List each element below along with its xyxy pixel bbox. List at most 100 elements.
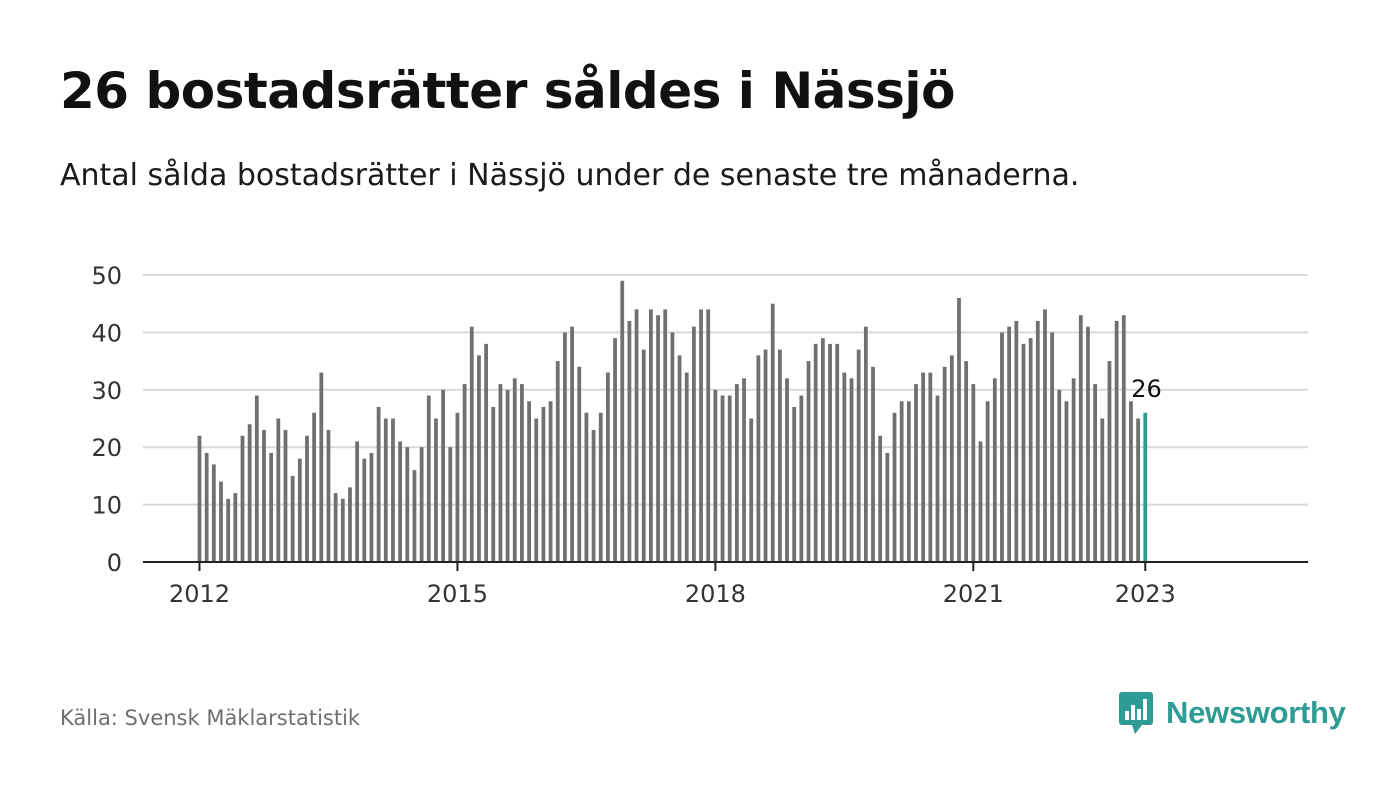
bar <box>290 475 295 562</box>
y-axis-ticks: 0 10 20 30 40 50 <box>91 262 122 577</box>
bar <box>1121 315 1126 562</box>
bar <box>1064 401 1069 562</box>
bar <box>670 332 675 562</box>
bar <box>469 326 474 562</box>
bar <box>656 315 660 562</box>
bar <box>978 441 983 562</box>
bar <box>634 309 639 562</box>
bar <box>326 429 331 562</box>
bar <box>856 349 861 562</box>
bar <box>770 303 775 562</box>
bar <box>462 384 467 562</box>
bar <box>899 401 904 562</box>
bar-chart-speech-bubble-icon <box>1119 692 1153 734</box>
bar <box>1000 332 1004 562</box>
bar <box>1129 401 1133 562</box>
y-tick-label: 0 <box>107 549 122 577</box>
bar <box>835 343 840 562</box>
bar <box>1136 418 1141 562</box>
bar <box>727 395 732 562</box>
bar <box>527 401 531 562</box>
y-tick-label: 50 <box>91 262 122 290</box>
bar <box>785 378 789 562</box>
bar <box>247 424 252 562</box>
bar <box>383 418 388 562</box>
chart-subtitle: Antal sålda bostadsrätter i Nässjö under… <box>60 158 1080 193</box>
bar <box>441 389 446 562</box>
bar <box>391 418 395 562</box>
bar <box>935 395 940 562</box>
x-axis-ticks: 2012 2015 2018 2021 2023 <box>169 562 1176 608</box>
bar <box>312 412 317 562</box>
x-tick-label: 2015 <box>427 580 488 608</box>
bar <box>541 407 546 562</box>
bar <box>548 401 553 562</box>
bar <box>906 401 911 562</box>
bar <box>627 320 632 562</box>
bar <box>1114 320 1119 562</box>
bar <box>340 498 345 562</box>
bar <box>319 372 324 562</box>
bar <box>520 384 524 562</box>
bar <box>684 372 689 562</box>
bar <box>1050 332 1055 562</box>
bar <box>756 355 761 562</box>
bar <box>813 343 818 562</box>
bar <box>1007 326 1012 562</box>
bar <box>849 378 854 562</box>
bar <box>584 412 589 562</box>
bar <box>749 418 754 562</box>
bar <box>1078 315 1083 562</box>
bar <box>283 429 288 562</box>
bar <box>348 487 352 562</box>
chart-title: 26 bostadsrätter såldes i Nässjö <box>60 62 955 120</box>
bar <box>563 332 567 562</box>
bar <box>369 452 374 562</box>
x-tick-label: 2018 <box>685 580 746 608</box>
bar <box>577 366 582 562</box>
bar <box>1086 326 1090 562</box>
bar <box>305 435 309 562</box>
bar <box>706 309 711 562</box>
bar <box>226 498 231 562</box>
bar <box>269 452 274 562</box>
y-tick-label: 10 <box>91 492 122 520</box>
bar <box>412 470 417 562</box>
bar <box>1071 378 1076 562</box>
bar <box>885 452 890 562</box>
bar <box>434 418 438 562</box>
bar <box>921 372 926 562</box>
bar <box>555 361 560 562</box>
bar <box>806 361 811 562</box>
bar <box>699 309 703 562</box>
bar <box>820 338 825 562</box>
bar <box>233 493 238 562</box>
bar <box>591 429 596 562</box>
x-tick-label: 2023 <box>1115 580 1176 608</box>
bar <box>333 493 338 562</box>
bar <box>297 458 302 562</box>
bar <box>691 326 696 562</box>
bar <box>455 412 460 562</box>
bar <box>606 372 610 562</box>
y-tick-label: 40 <box>91 319 122 347</box>
bar <box>498 384 503 562</box>
bar <box>1021 343 1026 562</box>
y-tick-label: 30 <box>91 377 122 405</box>
bar <box>254 395 259 562</box>
bar <box>971 384 976 562</box>
brand-name: Newsworthy <box>1166 695 1346 730</box>
bar <box>949 355 954 562</box>
bar <box>1093 384 1098 562</box>
bar <box>663 309 668 562</box>
bar <box>842 372 847 562</box>
bar <box>484 343 488 562</box>
x-tick-label: 2012 <box>169 580 230 608</box>
bar <box>262 429 266 562</box>
bar <box>620 280 625 562</box>
bar <box>355 441 360 562</box>
bar <box>1035 320 1040 562</box>
source-note: Källa: Svensk Mäklarstatistik <box>60 706 361 730</box>
bars <box>197 280 1148 562</box>
